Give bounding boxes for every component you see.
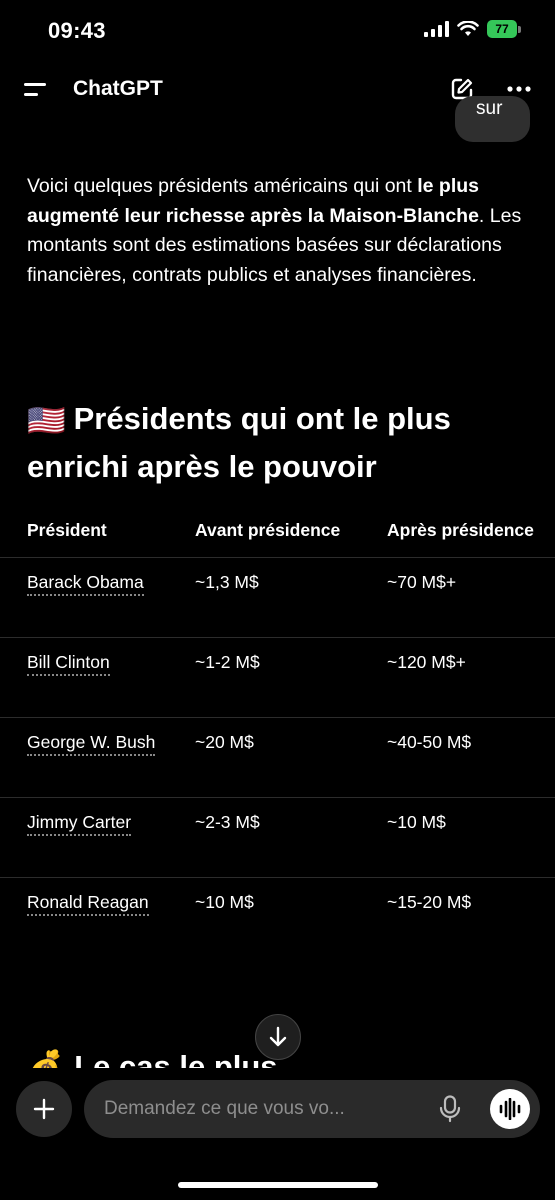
scroll-down-button[interactable] bbox=[255, 1014, 301, 1060]
section-heading: 🇺🇸 Présidents qui ont le plus enrichi apr… bbox=[27, 396, 537, 490]
arrow-down-icon bbox=[269, 1026, 287, 1047]
status-icons: 77 bbox=[424, 20, 521, 38]
next-section-heading: 💰 Le cas le plus bbox=[27, 1044, 278, 1070]
mic-icon[interactable] bbox=[438, 1095, 462, 1123]
table-row: Jimmy Carter ~2-3 M$ ~10 M$ bbox=[0, 798, 555, 878]
after-value: ~40-50 M$ bbox=[387, 732, 472, 752]
intro-paragraph: Voici quelques présidents américains qui… bbox=[27, 172, 527, 290]
wifi-icon bbox=[457, 21, 479, 36]
before-value: ~2-3 M$ bbox=[195, 812, 260, 832]
signal-icon bbox=[424, 21, 449, 37]
table-row: Barack Obama ~1,3 M$ ~70 M$+ bbox=[0, 558, 555, 638]
menu-icon[interactable] bbox=[24, 80, 50, 100]
table-row: Ronald Reagan ~10 M$ ~15-20 M$ bbox=[0, 878, 555, 958]
battery-level: 77 bbox=[487, 20, 517, 38]
message-input[interactable]: Demandez ce que vous vo... bbox=[84, 1080, 540, 1138]
battery-icon: 77 bbox=[487, 20, 521, 38]
header-president: Président bbox=[27, 520, 107, 540]
president-link[interactable]: Barack Obama bbox=[27, 572, 144, 596]
after-value: ~70 M$+ bbox=[387, 572, 457, 592]
next-section-title: Le cas le plus bbox=[74, 1049, 278, 1070]
intro-text-1: Voici quelques présidents américains qui… bbox=[27, 175, 418, 197]
app-title[interactable]: ChatGPT bbox=[73, 77, 163, 100]
money-bag-icon: 💰 bbox=[27, 1049, 66, 1070]
intro-bold: le plus augmenté leur richesse après la … bbox=[27, 175, 480, 227]
before-value: ~1-2 M$ bbox=[195, 652, 260, 672]
before-value: ~1,3 M$ bbox=[195, 572, 259, 592]
section-title: Présidents qui ont le plus enrichi après… bbox=[27, 401, 451, 484]
before-value: ~20 M$ bbox=[195, 732, 254, 752]
after-value: ~15-20 M$ bbox=[387, 892, 472, 912]
president-link[interactable]: Bill Clinton bbox=[27, 652, 110, 676]
plus-icon bbox=[33, 1098, 55, 1120]
president-link[interactable]: Ronald Reagan bbox=[27, 892, 149, 916]
president-link[interactable]: George W. Bush bbox=[27, 732, 156, 756]
previous-message-text: sur bbox=[476, 98, 503, 119]
previous-user-message: sur bbox=[455, 96, 530, 142]
header-after: Après présidence bbox=[387, 520, 534, 540]
message-placeholder: Demandez ce que vous vo... bbox=[104, 1098, 345, 1119]
us-flag-icon: 🇺🇸 bbox=[27, 403, 66, 438]
president-link[interactable]: Jimmy Carter bbox=[27, 812, 132, 836]
before-value: ~10 M$ bbox=[195, 892, 254, 912]
after-value: ~120 M$+ bbox=[387, 652, 466, 672]
table-row: George W. Bush ~20 M$ ~40-50 M$ bbox=[0, 718, 555, 798]
add-attachment-button[interactable] bbox=[16, 1081, 72, 1137]
table-row: Bill Clinton ~1-2 M$ ~120 M$+ bbox=[0, 638, 555, 718]
more-icon[interactable] bbox=[505, 76, 533, 102]
home-indicator bbox=[178, 1182, 378, 1188]
voice-mode-button[interactable] bbox=[490, 1089, 530, 1129]
voice-waveform-icon bbox=[499, 1098, 521, 1120]
status-time: 09:43 bbox=[48, 18, 106, 43]
intro-text-2: . Les montants sont des estimations basé… bbox=[27, 204, 522, 286]
status-bar: 09:43 77 bbox=[0, 0, 555, 62]
header-before: Avant présidence bbox=[195, 520, 341, 540]
after-value: ~10 M$ bbox=[387, 812, 446, 832]
